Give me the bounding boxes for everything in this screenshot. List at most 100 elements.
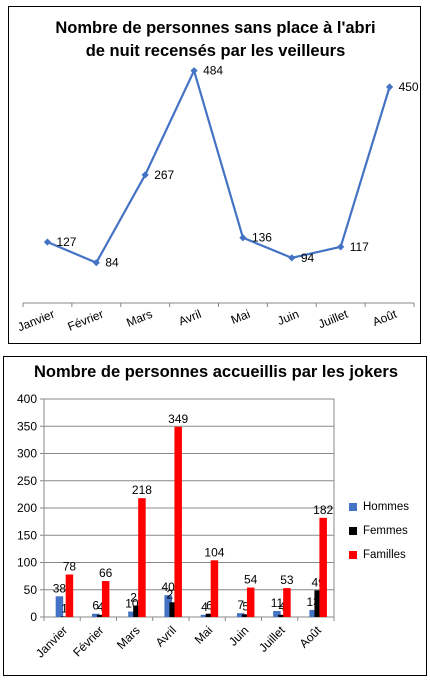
legend-item-familles: Familles: [349, 543, 409, 567]
bar-familles-mai: [210, 560, 219, 617]
bar-femmes-juin: [241, 614, 250, 617]
x-tick-label-aout: Août: [371, 307, 400, 329]
bar-label-femmes-juillet: 4: [279, 600, 286, 614]
y-tick-label: 200: [17, 501, 37, 515]
y-tick-label: 350: [17, 419, 37, 433]
bar-familles-mars: [138, 498, 146, 617]
x-tick-label-mai: Mai: [192, 623, 216, 647]
x-tick-label-juin: Juin: [275, 307, 301, 328]
bar-femmes-mars: [133, 605, 141, 617]
bar-label-familles-avril: 349: [168, 412, 188, 426]
legend-item-femmes: Femmes: [349, 519, 409, 543]
line-chart-title: Nombre de personnes sans place à l'abri …: [9, 17, 422, 63]
data-point-juillet: [337, 243, 345, 251]
bar-femmes-juillet: [278, 614, 286, 617]
bar-familles-avril: [174, 426, 182, 617]
series-line: [47, 67, 391, 265]
data-point-mars: [141, 171, 149, 179]
bar-hommes-mai: [200, 614, 209, 617]
bar-hommes-avril: [164, 595, 172, 617]
bar-femmes-avril: [169, 602, 177, 617]
legend-swatch-femmes: [349, 527, 357, 535]
bar-familles-juin: [246, 587, 255, 617]
legend-item-hommes: Hommes: [349, 495, 409, 519]
bar-familles-aout: [319, 517, 327, 617]
y-tick-label: 400: [17, 392, 37, 406]
x-tick-label-juillet: Juillet: [316, 307, 350, 332]
y-tick-label: 300: [17, 447, 37, 461]
line-chart-title-line-2: de nuit recensés par les veilleurs: [85, 42, 346, 60]
bar-chart-plot: 05010015020025030035040038178Janvier6466…: [17, 392, 335, 660]
data-label-aout: 450: [399, 80, 419, 94]
bar-label-familles-aout: 182: [313, 503, 333, 517]
data-label-janvier: 127: [56, 235, 76, 249]
x-tick-label-mars: Mars: [114, 623, 143, 652]
x-tick-label-janvier: Janvier: [15, 307, 56, 334]
legend-label-familles: Familles: [363, 549, 406, 561]
bar-label-femmes-mai: 6: [206, 599, 213, 613]
data-label-juillet: 117: [350, 240, 369, 254]
data-point-avril: [190, 67, 198, 75]
bar-label-hommes-avril: 40: [161, 580, 175, 594]
bar-hommes-mars: [128, 611, 136, 617]
bar-label-familles-mai: 104: [204, 545, 224, 559]
bar-label-femmes-juin: 5: [242, 599, 249, 613]
bar-label-familles-juillet: 53: [280, 573, 294, 587]
data-label-mai: 136: [252, 231, 272, 245]
bar-femmes-aout: [314, 590, 322, 617]
bar-hommes-aout: [309, 609, 317, 617]
y-tick-label: 0: [30, 610, 37, 624]
bar-chart-panel: Nombre de personnes accueillis par les j…: [3, 356, 427, 676]
bar-femmes-fevrier: [96, 614, 105, 617]
x-tick-label-mars: Mars: [124, 307, 154, 330]
x-tick-label-aout: Août: [297, 623, 325, 651]
bar-familles-juillet: [283, 588, 291, 617]
legend-label-hommes: Hommes: [363, 501, 410, 513]
y-tick-label: 100: [17, 556, 37, 570]
data-point-juin: [288, 254, 296, 262]
legend-label-femmes: Femmes: [363, 525, 408, 537]
x-tick-label-avril: Avril: [177, 307, 204, 329]
bar-hommes-janvier: [55, 596, 64, 617]
x-tick-label-janvier: Janvier: [33, 623, 70, 660]
bar-chart-legend: Hommes Femmes Familles: [349, 495, 409, 567]
line-chart-plot: 127 84 267 484 136 94 117 450 Janvier Février Mars…: [15, 64, 419, 335]
bar-femmes-janvier: [60, 616, 69, 617]
bar-familles-fevrier: [101, 581, 110, 617]
data-label-juin: 94: [301, 251, 315, 265]
bar-label-hommes-juin: 7: [237, 598, 244, 612]
y-tick-label: 50: [24, 583, 38, 597]
line-chart-title-line-1: Nombre de personnes sans place à l'abri: [55, 19, 376, 37]
line-chart-panel: Nombre de personnes sans place à l'abri …: [8, 6, 421, 344]
x-tick-label-fevrier: Février: [70, 623, 106, 659]
legend-swatch-hommes: [349, 503, 357, 511]
bar-label-familles-fevrier: 66: [99, 566, 113, 580]
x-tick-label-mai: Mai: [229, 307, 252, 327]
x-tick-label-juillet: Juillet: [256, 623, 288, 655]
bar-label-familles-mars: 218: [132, 483, 152, 497]
bar-label-hommes-juillet: 11: [271, 596, 284, 610]
bar-label-hommes-janvier: 38: [53, 581, 67, 595]
bar-label-familles-juin: 54: [244, 573, 258, 587]
data-label-avril: 484: [203, 64, 223, 78]
x-tick-label-fevrier: Février: [66, 307, 106, 334]
data-label-mars: 267: [154, 168, 174, 182]
bar-hommes-juin: [236, 613, 245, 617]
bar-femmes-mai: [205, 613, 214, 617]
data-point-aout: [385, 83, 394, 91]
bar-familles-janvier: [65, 574, 74, 617]
y-tick-label: 150: [17, 528, 37, 542]
bar-hommes-fevrier: [91, 613, 100, 617]
data-label-fevrier: 84: [105, 256, 119, 270]
bar-label-hommes-fevrier: 6: [92, 599, 99, 613]
bar-chart-title: Nombre de personnes accueillis par les j…: [33, 363, 399, 381]
data-point-janvier: [43, 238, 52, 246]
bar-hommes-juillet: [273, 611, 281, 617]
x-tick-label-juin: Juin: [226, 623, 251, 648]
legend-swatch-familles: [349, 551, 357, 559]
x-tick-label-avril: Avril: [153, 623, 179, 649]
data-point-fevrier: [92, 259, 100, 267]
bar-label-familles-janvier: 78: [63, 559, 77, 573]
bar-label-femmes-fevrier: 4: [97, 600, 104, 614]
y-tick-label: 250: [17, 474, 37, 488]
